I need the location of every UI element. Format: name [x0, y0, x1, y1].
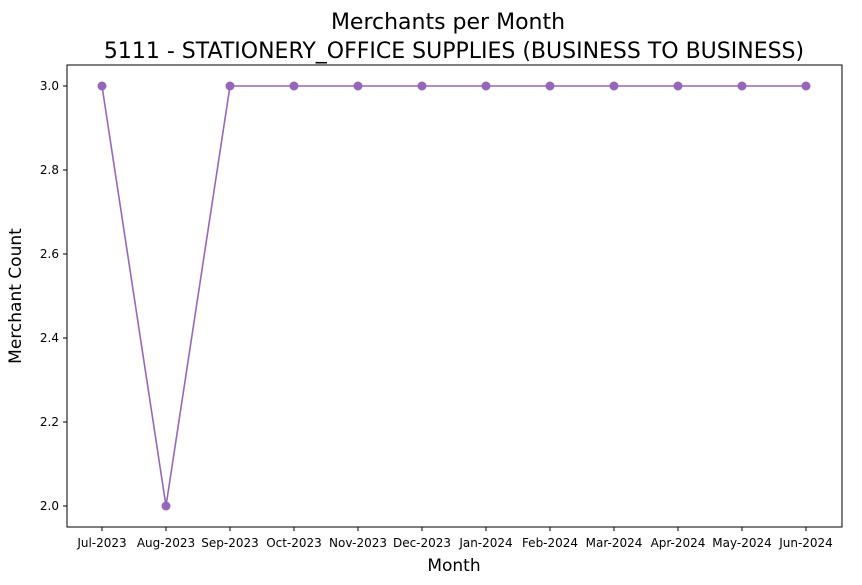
data-point	[801, 81, 811, 91]
x-tick-label: Aug-2023	[137, 536, 195, 550]
data-point	[97, 81, 107, 91]
y-tick-label: 2.2	[40, 415, 59, 429]
y-axis-label: Merchant Count	[6, 228, 26, 364]
data-point	[161, 501, 171, 511]
chart-subtitle: 5111 - STATIONERY_OFFICE SUPPLIES (BUSIN…	[104, 39, 804, 64]
data-point	[737, 81, 747, 91]
y-tick-label: 3.0	[40, 79, 59, 93]
data-point	[417, 81, 427, 91]
x-tick-label: Oct-2023	[266, 536, 322, 550]
data-point	[481, 81, 491, 91]
x-tick-label: Feb-2024	[522, 536, 578, 550]
series-line	[97, 81, 811, 511]
data-point	[289, 81, 299, 91]
y-axis: 2.0 2.2 2.4 2.6 2.8 3.0	[40, 79, 67, 513]
y-tick-label: 2.4	[40, 331, 59, 345]
plot-area	[66, 64, 843, 528]
data-point	[225, 81, 235, 91]
x-tick-label: Mar-2024	[586, 536, 643, 550]
x-axis: Jul-2023 Aug-2023 Sep-2023 Oct-2023 Nov-2023…	[76, 527, 833, 550]
y-tick-label: 2.0	[40, 499, 59, 513]
x-tick-label: Apr-2024	[651, 536, 706, 550]
y-tick-label: 2.6	[40, 247, 59, 261]
x-tick-label: Jan-2024	[458, 536, 512, 550]
x-tick-label: Dec-2023	[393, 536, 451, 550]
x-tick-label: Nov-2023	[329, 536, 387, 550]
x-tick-label: Sep-2023	[201, 536, 259, 550]
x-tick-label: Jul-2023	[76, 536, 126, 550]
x-tick-label: Jun-2024	[778, 536, 833, 550]
x-axis-label: Month	[427, 556, 480, 576]
chart-title: Merchants per Month	[331, 10, 565, 35]
data-point	[545, 81, 555, 91]
data-point	[609, 81, 619, 91]
x-tick-label: May-2024	[712, 536, 771, 550]
series-line-path	[101, 85, 806, 507]
y-tick-label: 2.8	[40, 163, 59, 177]
data-point	[353, 81, 363, 91]
data-point	[673, 81, 683, 91]
